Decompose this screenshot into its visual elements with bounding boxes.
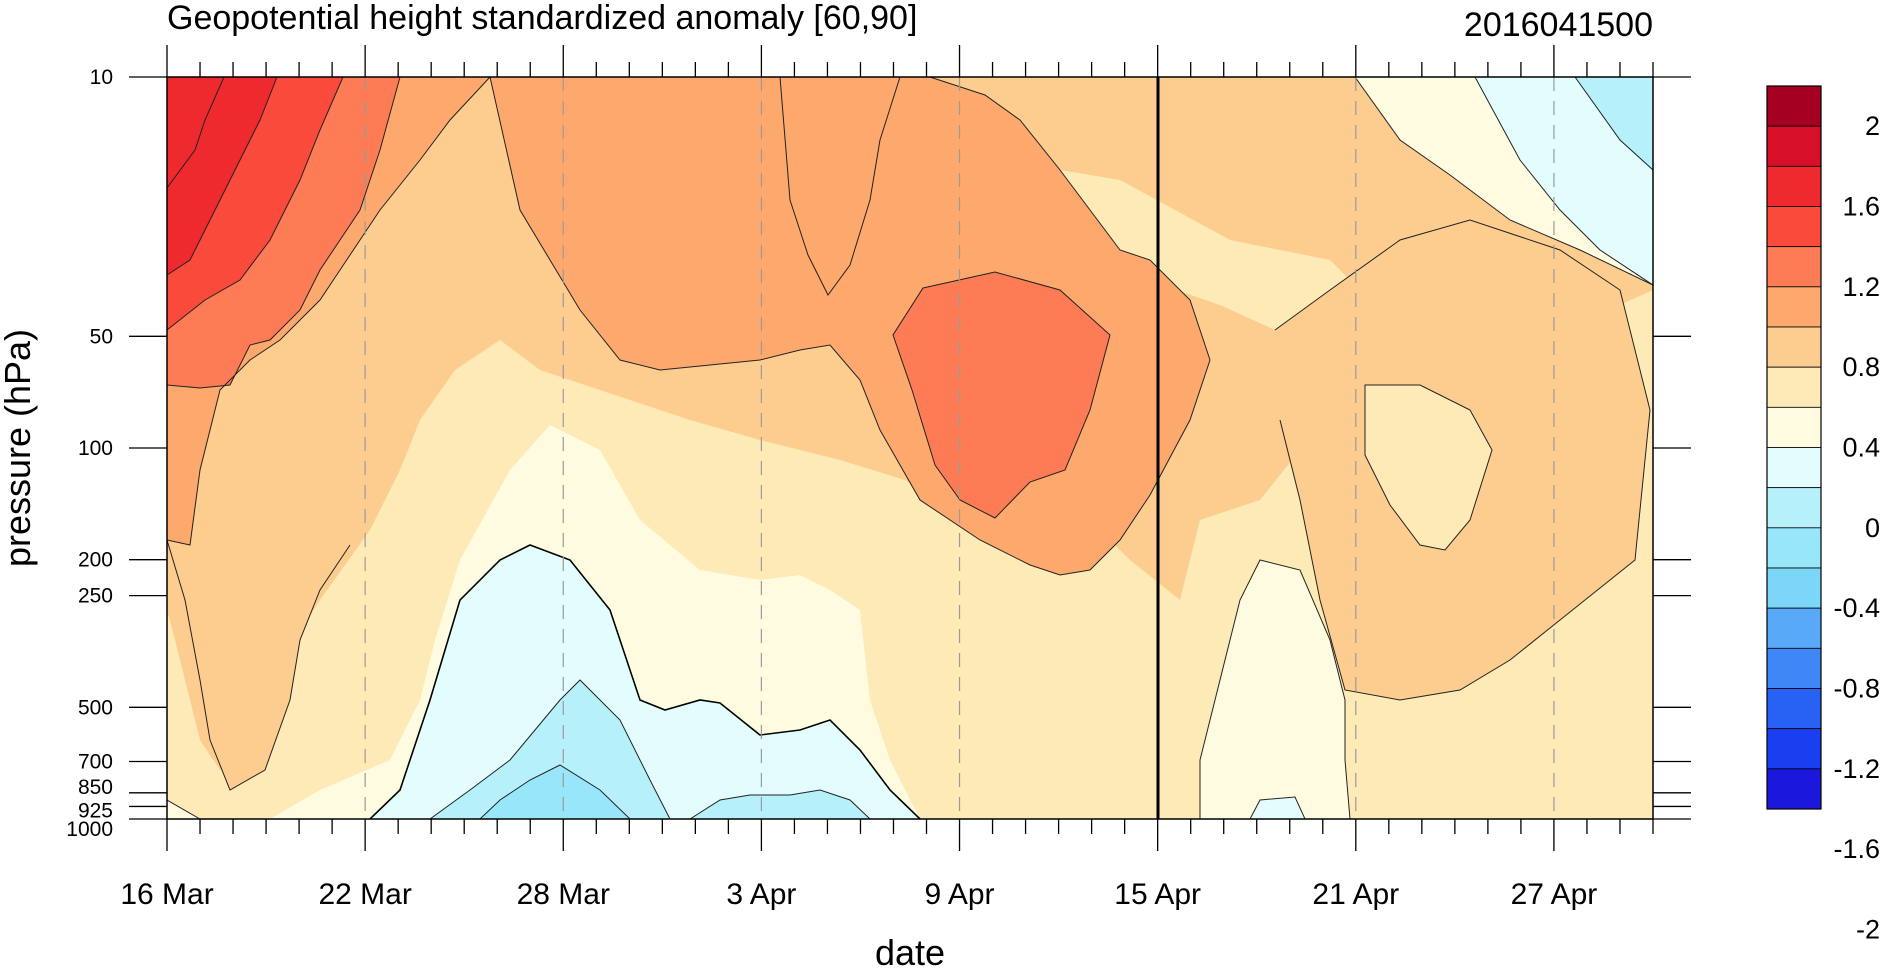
colorbar-swatch: [1766, 447, 1822, 489]
x-tick-label: 3 Apr: [726, 878, 796, 911]
colorbar-label: 0.8: [1842, 352, 1880, 382]
colorbar-label: -1.6: [1833, 834, 1880, 864]
contour-level-neg0p2-bottom: [1250, 797, 1305, 819]
colorbar-frame: [1766, 85, 1822, 810]
y-axis-label: pressure (hPa): [0, 329, 38, 567]
contour-lines: [167, 77, 1653, 819]
colorbar-swatch: [1766, 647, 1822, 689]
contour-level-neg0p2-left: [370, 545, 920, 819]
colorbar-swatch: [1766, 326, 1822, 368]
colorbar-label: -0.8: [1833, 674, 1880, 704]
x-tick-label: 28 Mar: [517, 878, 610, 911]
colorbar-swatch: [1766, 688, 1822, 730]
colorbar-swatch: [1766, 567, 1822, 609]
colorbar: [1766, 85, 1822, 810]
colorbar-label: 2: [1865, 111, 1880, 141]
colorbar-label: 0.4: [1842, 433, 1880, 463]
colorbar-swatch: [1766, 406, 1822, 448]
contour-level-1p0-core: [893, 272, 1110, 518]
colorbar-swatch: [1766, 286, 1822, 328]
colorbar-label: 0: [1865, 513, 1880, 543]
colorbar-swatch: [1766, 206, 1822, 248]
x-tick-label: 15 Apr: [1114, 878, 1201, 911]
colorbar-label: -2: [1856, 915, 1880, 945]
contour-level-neg0p4: [430, 680, 670, 819]
x-tick-label: 9 Apr: [925, 878, 995, 911]
x-tick-label: 22 Mar: [318, 878, 411, 911]
x-axis-label: date: [875, 932, 945, 969]
x-tick-label: 16 Mar: [120, 878, 213, 911]
colorbar-swatch: [1766, 125, 1822, 167]
colorbar-label: -0.4: [1833, 593, 1880, 623]
y-tick-label: 850: [78, 776, 113, 799]
contour-level-neg0p6: [480, 765, 630, 819]
colorbar-label: -1.2: [1833, 754, 1880, 784]
y-tick-label: 1000: [66, 818, 113, 841]
contour-level-neg0p4-topright: [1575, 77, 1653, 170]
y-tick-label: 500: [78, 696, 113, 719]
y-tick-label: 10: [90, 66, 113, 89]
date-stamp: 2016041500: [1464, 6, 1653, 44]
y-tick-label: 200: [78, 549, 113, 572]
contour-level-0p6-lowerleft: [167, 545, 350, 790]
colorbar-swatch: [1766, 165, 1822, 207]
y-tick-label: 250: [78, 585, 113, 608]
y-axis-ticks: [129, 76, 1691, 820]
x-tick-labels: 16 Mar 22 Mar 28 Mar 3 Apr 9 Apr 15 Apr 21 Apr…: [120, 878, 1597, 911]
chart-title: Geopotential height standardized anomaly…: [167, 0, 917, 37]
colorbar-swatch: [1766, 246, 1822, 288]
contour-level-0p4-right: [1365, 385, 1492, 550]
contour-fills: [167, 77, 1653, 819]
y-tick-label: 925: [78, 799, 113, 822]
contour-level-1p6: [167, 77, 224, 188]
x-tick-label: 21 Apr: [1312, 878, 1399, 911]
y-tick-label: 100: [78, 437, 113, 460]
contour-level-neg0p2-topright: [1475, 77, 1653, 285]
colorbar-swatch: [1766, 768, 1822, 810]
x-axis-ticks: [166, 45, 1654, 851]
colorbar-swatch: [1766, 728, 1822, 770]
colorbar-swatch: [1766, 85, 1822, 127]
y-tick-label: 700: [78, 751, 113, 774]
colorbar-label: 1.2: [1842, 272, 1880, 302]
colorbar-swatch: [1766, 487, 1822, 529]
colorbar-swatch: [1766, 366, 1822, 408]
y-tick-label: 50: [90, 325, 113, 348]
contour-level-neg0p4-b: [690, 790, 870, 819]
colorbar-swatch: [1766, 527, 1822, 569]
contour-level-0p0-right: [1200, 560, 1350, 819]
colorbar-label: 1.6: [1842, 192, 1880, 222]
colorbar-labels: 2 1.6 1.2 0.8 0.4 0 -0.4 -0.8 -1.2 -1.6 -2: [1833, 111, 1880, 944]
x-tick-label: 27 Apr: [1511, 878, 1598, 911]
colorbar-swatch: [1766, 607, 1822, 649]
